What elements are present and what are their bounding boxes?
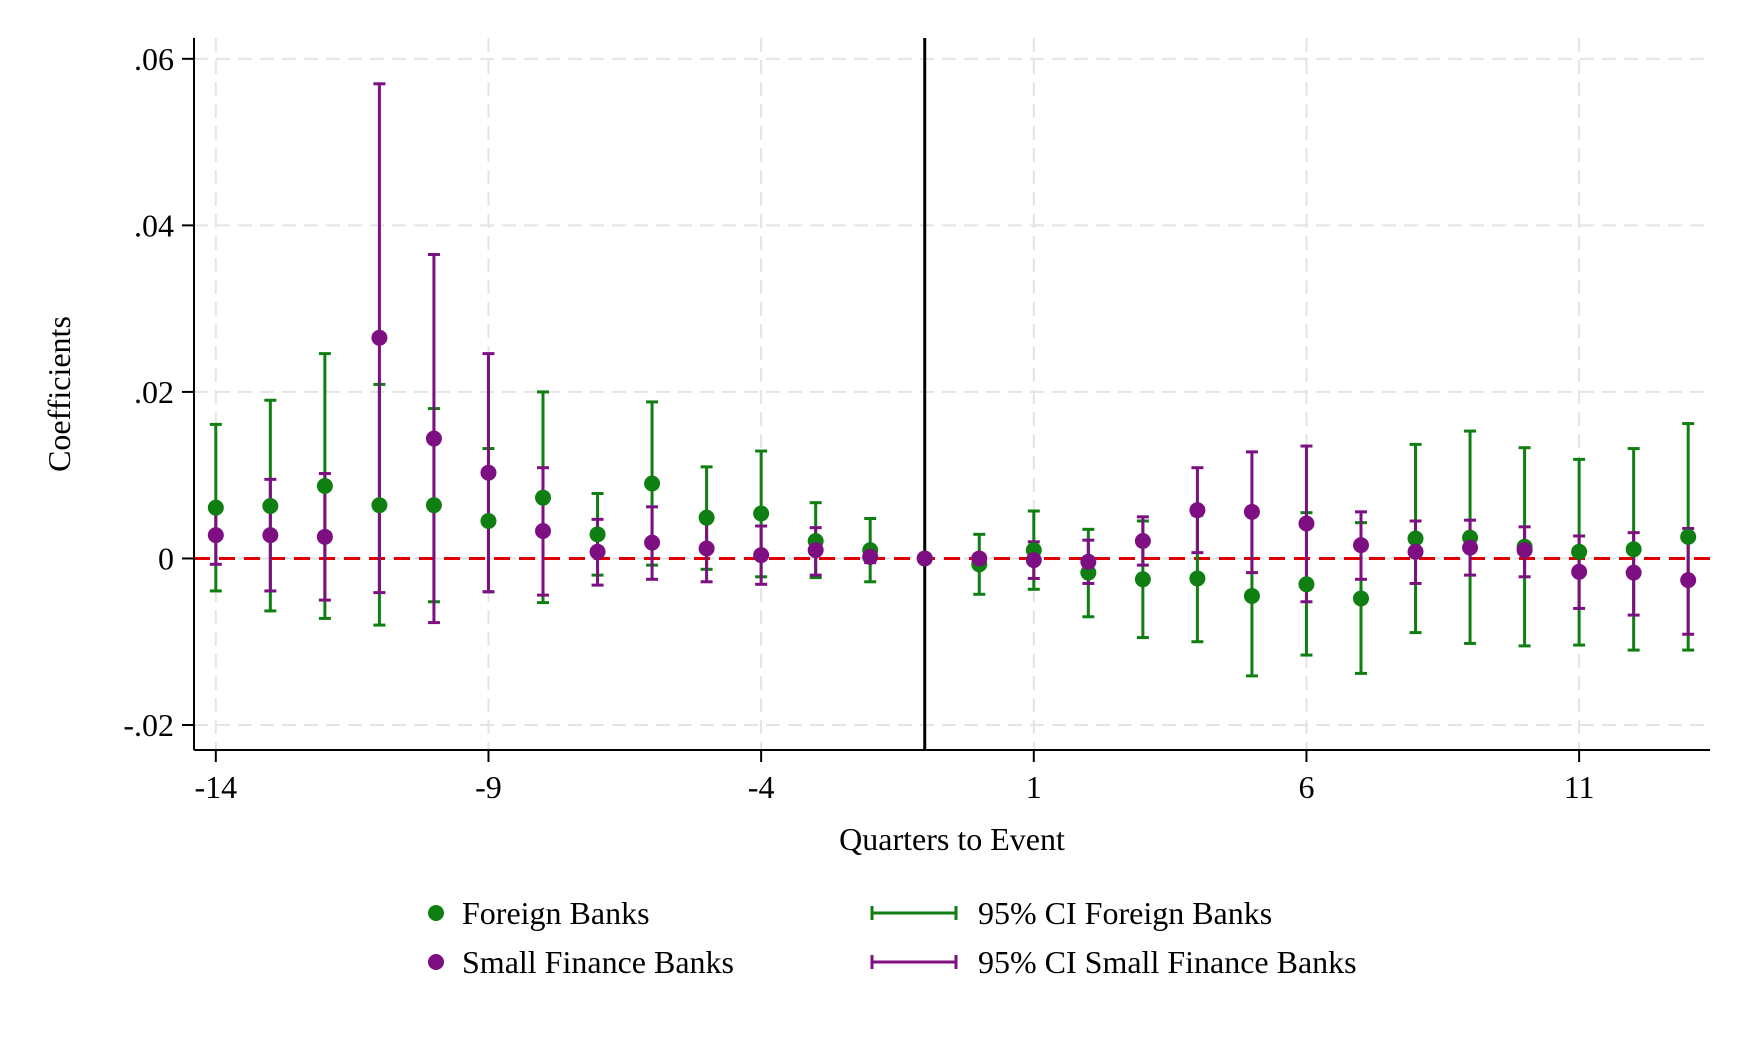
point-small-finance [1189,502,1206,519]
point-small-finance [862,548,879,565]
point-small-finance [1298,515,1315,532]
point-small-finance [1025,552,1042,569]
y-tick-label: .06 [134,41,174,77]
point-small-finance [1407,543,1424,560]
legend-label: 95% CI Small Finance Banks [978,944,1357,980]
x-tick-label: 1 [1026,769,1042,805]
point-small-finance [316,528,333,545]
point-small-finance [1462,539,1479,556]
point-foreign [1625,541,1642,558]
point-foreign [371,497,388,514]
point-foreign [262,498,279,515]
y-tick-label: .04 [134,207,174,243]
point-small-finance [1571,563,1588,580]
point-foreign [1571,543,1588,560]
y-tick-label: .02 [134,374,174,410]
point-small-finance [644,534,661,551]
point-small-finance [1243,503,1260,520]
point-small-finance [425,430,442,447]
legend-item: 95% CI Foreign Banks [870,895,1272,931]
point-small-finance [262,527,279,544]
x-tick-label: -9 [475,769,502,805]
point-foreign [644,475,661,492]
point-foreign [1680,528,1697,545]
y-axis-title: Coefficients [41,316,77,472]
x-axis-title: Quarters to Event [839,821,1065,857]
y-tick-label: 0 [158,540,174,576]
axis-ticks: -14 -9 -4 1 6 11 -.02 0 .02 .04 .06 [123,41,1594,805]
confidence-intervals [209,82,1695,678]
x-tick-label: 6 [1298,769,1314,805]
point-small-finance [1080,553,1097,570]
point-foreign [753,505,770,522]
point-small-finance [207,527,224,544]
point-small-finance [1352,537,1369,554]
point-small-finance [807,542,824,559]
point-foreign [1134,571,1151,588]
legend-item: Foreign Banks [428,895,650,931]
legend: Foreign Banks 95% CI Foreign Banks Small F… [428,895,1357,980]
legend-item: Small Finance Banks [428,944,734,980]
point-foreign [535,489,552,506]
point-small-finance [916,550,933,567]
point-small-finance [1680,572,1697,589]
point-small-finance [1134,532,1151,549]
axes [193,38,1710,751]
x-tick-label: -4 [748,769,775,805]
point-small-finance [371,329,388,346]
point-small-finance [1625,564,1642,581]
point-small-finance [971,550,988,567]
point-small-finance [535,522,552,539]
coefficient-points [207,329,1697,607]
reference-lines [194,38,1710,750]
legend-marker [428,905,444,921]
x-tick-label: 11 [1564,769,1595,805]
point-foreign [480,512,497,529]
y-tick-label: -.02 [123,707,174,743]
legend-label: Small Finance Banks [462,944,734,980]
point-small-finance [1516,542,1533,559]
point-foreign [1243,587,1260,604]
point-foreign [207,499,224,516]
legend-label: 95% CI Foreign Banks [978,895,1272,931]
x-tick-label: -14 [194,769,237,805]
point-foreign [1352,590,1369,607]
legend-item: 95% CI Small Finance Banks [870,944,1357,980]
point-small-finance [589,543,606,560]
legend-marker [428,954,444,970]
point-small-finance [698,540,715,557]
point-foreign [425,497,442,514]
point-small-finance [753,547,770,564]
point-foreign [698,509,715,526]
grid-lines [194,38,1710,750]
point-foreign [1189,570,1206,587]
point-foreign [316,478,333,495]
legend-label: Foreign Banks [462,895,650,931]
point-small-finance [480,464,497,481]
point-foreign [589,526,606,543]
point-foreign [1298,576,1315,593]
point-foreign [1407,530,1424,547]
